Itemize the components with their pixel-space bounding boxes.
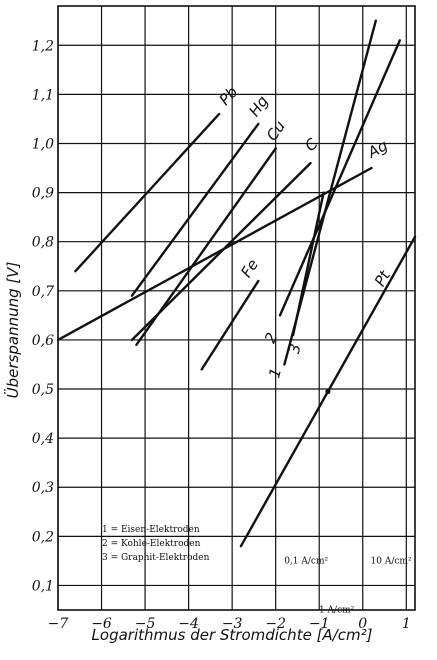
x-tick-label: 0 xyxy=(358,616,367,632)
x-tick-label: −6 xyxy=(91,616,112,632)
annotations: 0,1 A/cm² 10 A/cm² 1 A/cm² xyxy=(284,388,412,615)
legend-entry-2: 2 = Kohle-Elektroden xyxy=(102,539,201,549)
y-tick-labels: 0,1 0,2 0,3 0,4 0,5 0,6 0,7 0,8 0,9 1,0 1,1 1,2 xyxy=(32,38,54,594)
x-tick-label: 1 xyxy=(402,616,411,632)
y-tick-label: 0,2 xyxy=(32,529,54,545)
y-tick-label: 0,7 xyxy=(32,284,54,300)
annotation-label: 10 A/cm² xyxy=(371,556,412,566)
series-label-hg: Hg xyxy=(245,92,272,119)
series-label-2: 2 xyxy=(261,330,281,346)
series-line-ag xyxy=(56,166,373,342)
annotation-label: 0,1 A/cm² xyxy=(284,556,328,566)
x-tick-label: −2 xyxy=(265,616,286,632)
y-tick-label: 0,3 xyxy=(32,480,54,496)
annotation-label: 1 A/cm² xyxy=(319,605,355,615)
series-label-cu: Cu xyxy=(263,117,289,144)
series-label-3: 3 xyxy=(285,342,305,355)
legend-entry-1: 1 = Eisen-Elektroden xyxy=(102,525,200,535)
series-line-3 xyxy=(291,191,325,337)
x-tick-labels: −7 −6 −5 −4 −3 −2 −1 0 1 xyxy=(48,616,411,632)
x-axis-title: Logarithmus der Stromdichte [A/cm²] xyxy=(92,626,373,644)
series-line-fe xyxy=(200,279,260,371)
y-tick-label: 1,2 xyxy=(32,38,54,54)
x-tick-label: −4 xyxy=(178,616,199,632)
series-label-1: 1 xyxy=(265,366,285,380)
legend-entry-3: 3 = Graphit-Elektroden xyxy=(102,553,210,563)
series-label-pt: Pt xyxy=(371,267,395,290)
series-line-pb xyxy=(74,112,221,273)
y-tick-label: 1,0 xyxy=(32,136,54,152)
series-line-hg xyxy=(130,122,260,297)
y-tick-label: 0,5 xyxy=(32,382,54,398)
x-tick-label: −7 xyxy=(48,616,69,632)
x-tick-label: −1 xyxy=(309,616,330,632)
y-tick-label: 0,1 xyxy=(32,578,54,594)
y-tick-label: 0,4 xyxy=(32,431,54,447)
y-tick-label: 0,9 xyxy=(32,186,54,202)
y-tick-label: 0,6 xyxy=(32,333,54,349)
y-tick-label: 0,8 xyxy=(32,235,54,251)
x-tick-label: −5 xyxy=(135,616,156,632)
grid xyxy=(57,5,416,611)
x-tick-label: −3 xyxy=(222,616,243,632)
series-label-fe: Fe xyxy=(237,256,262,281)
y-axis-title: Überspannung [V] xyxy=(3,262,22,399)
legend: 1 = Eisen-Elektroden 2 = Kohle-Elektrode… xyxy=(102,525,210,563)
marker-dot xyxy=(325,388,331,395)
series-label-ag: Ag xyxy=(364,136,391,162)
y-tick-label: 1,1 xyxy=(32,87,54,103)
series-line-2 xyxy=(278,39,401,317)
series-label-pb: Pb xyxy=(216,83,242,109)
